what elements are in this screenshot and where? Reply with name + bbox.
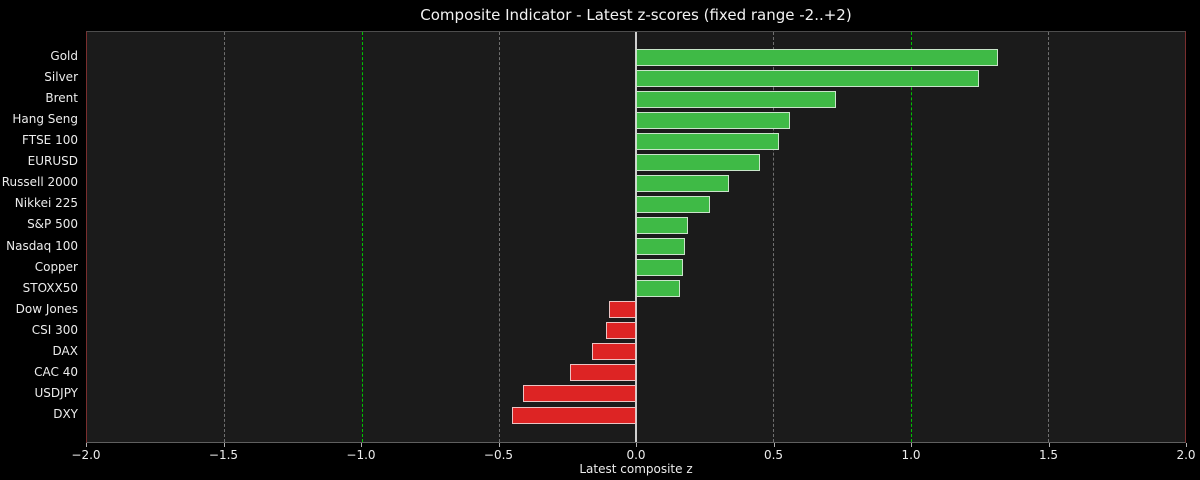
- y-axis-label: Dow Jones: [15, 301, 78, 316]
- x-tick-label: 1.0: [901, 448, 921, 462]
- y-axis-label: EURUSD: [27, 154, 78, 169]
- x-tick-label: 0.0: [626, 448, 646, 462]
- x-tick-label: 1.5: [1038, 448, 1059, 462]
- x-tick: [361, 443, 362, 447]
- bar: [636, 216, 689, 234]
- grid-line: [224, 32, 226, 442]
- bar: [605, 322, 636, 340]
- bar: [636, 90, 837, 108]
- x-axis-title: Latest composite z: [579, 462, 693, 476]
- y-axis-label: CSI 300: [31, 322, 78, 337]
- bar: [636, 280, 680, 298]
- y-axis-label: USDJPY: [34, 385, 78, 400]
- x-tick: [1048, 443, 1050, 447]
- y-axis-label: Brent: [45, 91, 78, 106]
- bar: [636, 69, 980, 87]
- chart-title: Composite Indicator - Latest z-scores (f…: [420, 6, 852, 24]
- reference-line: [361, 32, 363, 442]
- bar: [570, 364, 636, 382]
- x-tick-label: −1.0: [346, 448, 376, 462]
- x-tick: [223, 443, 225, 447]
- x-tick-label: −2.0: [71, 448, 101, 462]
- x-tick-label: −1.5: [208, 448, 239, 462]
- bar: [592, 343, 636, 361]
- bar: [636, 111, 790, 129]
- plot-area: [86, 31, 1186, 443]
- x-tick: [636, 443, 637, 447]
- y-axis-label: CAC 40: [34, 364, 78, 379]
- bar: [636, 153, 760, 171]
- bar: [512, 406, 636, 424]
- y-axis-label: Copper: [34, 259, 78, 274]
- bar: [636, 195, 711, 213]
- bar: [636, 174, 730, 192]
- x-tick: [498, 443, 500, 447]
- y-axis-label: Gold: [50, 49, 78, 63]
- reference-line: [910, 32, 912, 442]
- y-axis-label: DXY: [53, 407, 78, 422]
- grid-line: [1047, 32, 1049, 442]
- x-axis-ticks: [86, 443, 1187, 448]
- x-tick: [911, 443, 912, 447]
- grid-line: [498, 32, 500, 442]
- bar: [636, 48, 999, 66]
- grid-line: [773, 32, 775, 442]
- y-axis-label: Nasdaq 100: [6, 238, 78, 253]
- y-axis-label: DAX: [52, 343, 78, 358]
- bar: [636, 259, 683, 277]
- x-tick-label: −0.5: [483, 448, 514, 462]
- y-axis-label: Silver: [44, 70, 78, 85]
- y-axis-labels: Gold Silver Brent Hang Seng FTSE 100 EURUSD Ru…: [0, 31, 78, 443]
- y-axis-label: Nikkei 225: [14, 196, 78, 211]
- zero-line: [635, 32, 637, 442]
- y-axis-label: FTSE 100: [22, 133, 78, 148]
- x-axis-tick-labels: −2.0 −1.5 −1.0 −0.5 0.0 0.5 1.0 1.5 2.0: [71, 448, 1195, 464]
- y-axis-label: Hang Seng: [12, 112, 78, 127]
- bar: [636, 238, 686, 256]
- y-axis-label: Russell 2000: [1, 175, 78, 190]
- bar: [636, 132, 779, 150]
- bar: [523, 385, 636, 403]
- x-tick: [1186, 443, 1187, 447]
- x-tick-label: 2.0: [1176, 448, 1196, 462]
- y-axis-label: S&P 500: [27, 217, 78, 232]
- x-tick-label: 0.5: [763, 448, 784, 462]
- y-axis-label: STOXX50: [22, 280, 78, 295]
- x-tick: [773, 443, 775, 447]
- x-tick: [86, 443, 87, 447]
- bar: [608, 301, 636, 319]
